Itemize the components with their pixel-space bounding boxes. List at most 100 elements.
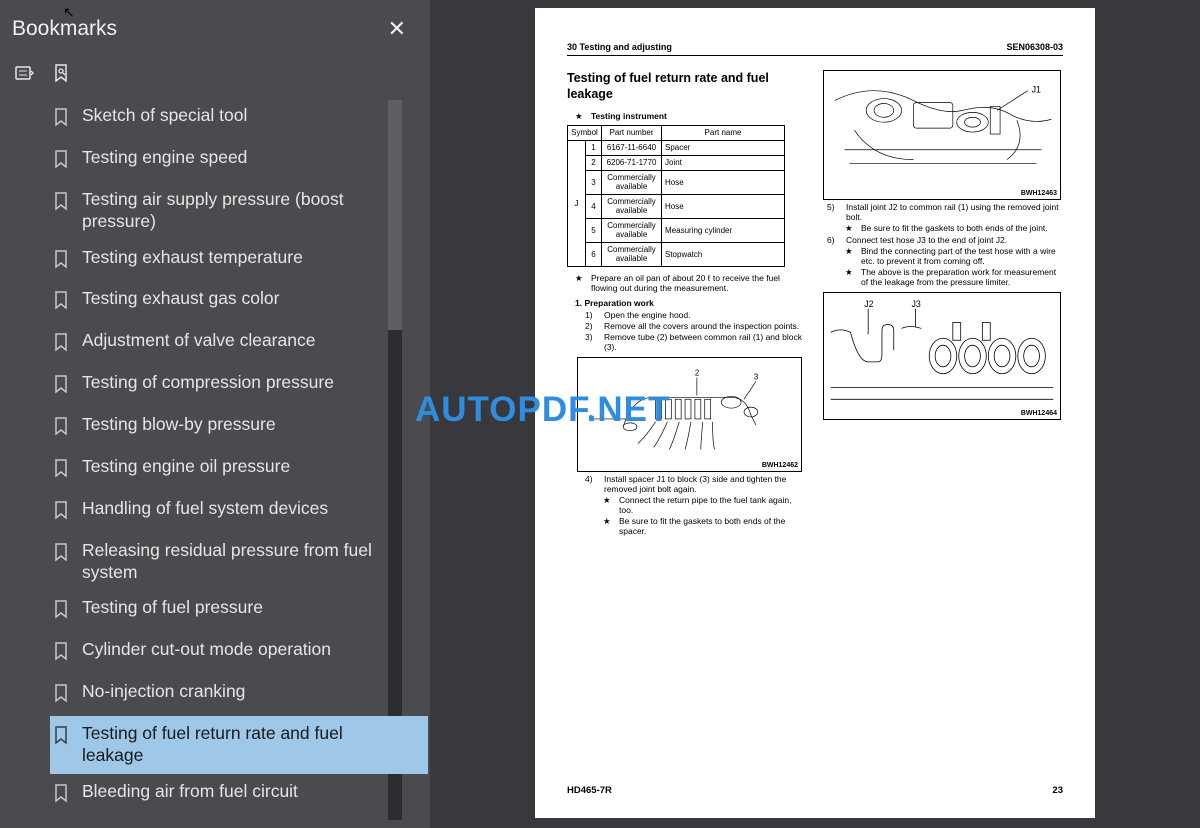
document-viewport[interactable]: 30 Testing and adjusting SEN06308-03 Tes… [430,0,1200,828]
star-icon: ★ [603,516,613,536]
bookmark-item[interactable]: Testing of compression pressure [50,365,428,407]
bookmark-item[interactable]: No-injection cranking [50,674,428,716]
list-item: 1)Open the engine hood. [567,310,807,320]
bookmark-label: Testing of compression pressure [82,372,422,394]
svg-text:J3: J3 [911,299,920,309]
page-header-right: SEN06308-03 [1006,42,1063,52]
current-bookmark-button[interactable] [46,58,76,88]
bookmark-label: Releasing residual pressure from fuel sy… [82,540,422,584]
table-cell: 4 [586,194,602,218]
bookmark-item[interactable]: Testing blow-by pressure [50,407,428,449]
svg-text:J2: J2 [864,299,873,309]
sub-text: The above is the preparation work for me… [861,267,1063,287]
star-icon: ★ [845,223,855,234]
close-icon[interactable]: ✕ [380,14,414,44]
sub-item: ★Connect the return pipe to the fuel tan… [567,495,807,515]
footer-page-number: 23 [1052,785,1063,796]
bookmark-label: Adjustment of valve clearance [82,330,422,352]
page-right-column: J1 BWH12463 5) Ins [823,70,1063,537]
svg-text:J1: J1 [1032,85,1041,95]
bookmark-item[interactable]: Adjustment of valve clearance [50,323,428,365]
bookmark-item[interactable]: Testing engine speed [50,140,428,182]
bookmark-item[interactable]: Testing the fuel circuit for leakage [50,816,428,818]
outline-options-button[interactable] [10,58,40,88]
bookmark-item[interactable]: Sketch of special tool [50,98,428,140]
bookmark-item[interactable]: Cylinder cut-out mode operation [50,632,428,674]
table-row: 5Commercially availableMeasuring cylinde… [568,218,785,242]
svg-text:1: 1 [589,413,593,422]
bookmark-list: Sketch of special tool Testing engine spe… [0,98,430,818]
table-row: 4Commercially availableHose [568,194,785,218]
step-text: Install spacer J1 to block (3) side and … [604,474,807,494]
table-row: 3Commercially availableHose [568,170,785,194]
list-item: 2)Remove all the covers around the inspe… [567,321,807,331]
bookmark-item[interactable]: Testing of fuel return rate and fuel lea… [50,716,428,774]
svg-text:3: 3 [754,372,759,381]
bookmark-icon [52,290,72,316]
bookmark-item[interactable]: Handling of fuel system devices [50,491,428,533]
star-icon: ★ [575,273,585,293]
table-row: J16167-11-6640Spacer [568,140,785,155]
instrument-table: SymbolPart numberPart nameJ16167-11-6640… [567,125,785,267]
bookmark-item[interactable]: Testing exhaust gas color [50,281,428,323]
star-icon: ★ [845,267,855,287]
bookmarks-panel: Bookmarks ✕ Sketch of special toolTestin… [0,0,430,828]
table-cell: Commercially available [602,242,662,266]
bookmark-icon [52,500,72,526]
bookmark-item[interactable]: Testing engine oil pressure [50,449,428,491]
table-header: Part name [662,125,785,140]
prep-list: 1)Open the engine hood.2)Remove all the … [567,310,807,352]
figure-id: BWH12464 [1021,410,1057,417]
table-cell: 6167-11-6640 [602,140,662,155]
item-text: Open the engine hood. [604,310,691,320]
star-icon: ★ [575,111,585,122]
figure-j2-j3: J2 J3 [823,292,1061,420]
sub-text: Be sure to fit the gaskets to both ends … [861,223,1048,234]
table-header: Part number [602,125,662,140]
bookmark-item[interactable]: Bleeding air from fuel circuit [50,774,428,816]
page-left-column: Testing of fuel return rate and fuel lea… [567,70,807,537]
table-cell: Measuring cylinder [662,218,785,242]
bookmark-label: Cylinder cut-out mode operation [82,639,422,661]
table-cell: Joint [662,155,785,170]
bookmark-label: Testing air supply pressure (boost press… [82,189,422,233]
figure-rail-assembly: 1 2 3 [577,357,802,472]
bookmark-icon [52,542,72,568]
page-footer: HD465-7R 23 [567,785,1063,796]
bookmark-label: Testing of fuel pressure [82,597,422,619]
bookmark-label: Testing of fuel return rate and fuel lea… [82,723,422,767]
table-cell: 6206-71-1770 [602,155,662,170]
step-number: 4) [585,474,599,494]
bookmark-item[interactable]: Testing air supply pressure (boost press… [50,182,428,240]
step-number: 5) [827,202,841,222]
table-row: 26206-71-1770Joint [568,155,785,170]
bookmark-label: Testing exhaust temperature [82,247,422,269]
page-header-left: 30 Testing and adjusting [567,42,672,52]
table-cell: Stopwatch [662,242,785,266]
sub-item: ★ The above is the preparation work for m… [823,267,1063,287]
item-text: Remove all the covers around the inspect… [604,321,799,331]
table-cell: 6 [586,242,602,266]
bookmark-label: Sketch of special tool [82,105,422,127]
table-cell: 5 [586,218,602,242]
bookmark-icon [52,332,72,358]
bookmark-item[interactable]: Testing exhaust temperature [50,240,428,282]
sub-text: Bind the connecting part of the test hos… [861,246,1063,266]
bookmark-item[interactable]: Testing of fuel pressure [50,590,428,632]
step-number: 6) [827,235,841,245]
bookmark-icon [52,599,72,625]
table-cell: Commercially available [602,170,662,194]
section-title: Testing of fuel return rate and fuel lea… [567,70,787,103]
step-text: Install joint J2 to common rail (1) usin… [846,202,1063,222]
table-symbol: J [568,140,586,266]
instrument-heading: Testing instrument [591,111,667,122]
table-cell: Hose [662,194,785,218]
bookmark-label: Bleeding air from fuel circuit [82,781,422,803]
list-item: 3)Remove tube (2) between common rail (1… [567,332,807,352]
footer-model: HD465-7R [567,785,612,796]
sub-text: Be sure to fit the gaskets to both ends … [619,516,807,536]
svg-text:2: 2 [695,368,699,377]
bookmark-icon [52,641,72,667]
bookmark-item[interactable]: Releasing residual pressure from fuel sy… [50,533,428,591]
bookmarks-toolbar [0,52,430,98]
